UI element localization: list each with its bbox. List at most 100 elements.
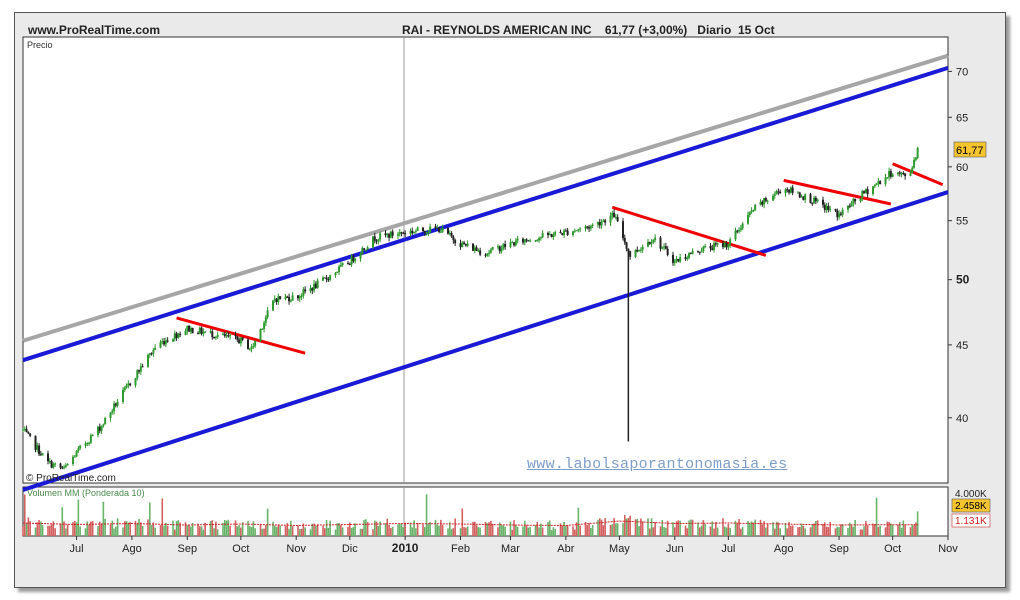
- volume-bar-277: [713, 528, 715, 536]
- candle-body-216: [561, 233, 564, 235]
- line-trend-2: [611, 205, 767, 257]
- volume-bar-120: [322, 525, 324, 536]
- y-tick-label-70: 70: [956, 66, 968, 78]
- volume-bar-155: [409, 522, 412, 536]
- candle-body-156: [411, 230, 414, 234]
- volume-bar-73: [202, 529, 205, 536]
- candle-body-168: [439, 231, 442, 233]
- candle-body-87: [238, 339, 241, 344]
- candle-body-186: [486, 253, 489, 256]
- volume-bar-194: [504, 526, 506, 536]
- candle-body-337: [863, 191, 866, 194]
- candle-body-27: [88, 442, 91, 444]
- candle-body-238: [614, 217, 617, 219]
- volume-bar-224: [579, 525, 581, 536]
- volume-bar-240: [622, 522, 624, 536]
- volume-bar-303: [777, 522, 780, 536]
- volume-bar-317: [813, 523, 815, 536]
- volume-bar-24: [79, 526, 81, 536]
- candle-body-251: [648, 241, 651, 244]
- volume-bar-60: [172, 520, 174, 536]
- volume-bar-312: [800, 523, 803, 536]
- volume-bar-101: [273, 525, 276, 536]
- volume-bar-269: [691, 519, 694, 536]
- volume-bar-189: [491, 524, 494, 536]
- volume-bar-209: [541, 527, 544, 536]
- candle-body-161: [423, 230, 426, 234]
- candle-body-4: [29, 433, 32, 436]
- candle-body-224: [579, 228, 582, 230]
- volume-bar-30: [97, 526, 99, 536]
- volume-bar-last: [916, 511, 919, 536]
- volume-bar-308: [790, 525, 792, 536]
- volume-bar-35: [109, 524, 112, 536]
- volume-bar-127: [338, 523, 340, 536]
- volume-bar-143: [377, 526, 380, 536]
- watermark-link[interactable]: www.labolsaporantonomasia.es: [527, 456, 788, 473]
- candle-body-25: [84, 443, 87, 446]
- volume-bar-204: [529, 527, 531, 536]
- volume-bar-51: [148, 502, 151, 536]
- candle-body-125: [334, 272, 337, 276]
- volume-bar-99: [266, 508, 269, 536]
- volume-bar-7: [38, 520, 40, 536]
- price-y-axis: 40 45 50 55 60 65 70: [948, 66, 970, 425]
- candle-body-20: [72, 456, 74, 465]
- volume-bar-126: [336, 523, 339, 536]
- line-trend-1: [176, 316, 306, 355]
- candle-body-190: [497, 246, 499, 248]
- volume-bar-50: [147, 519, 149, 536]
- candle-body-97: [263, 322, 266, 329]
- volume-bar-334: [854, 519, 856, 536]
- volume-bar-134: [354, 523, 356, 536]
- candle-body-179: [466, 243, 469, 246]
- volume-tick-4000: 4.000K: [955, 489, 987, 500]
- candle-body-45: [134, 378, 137, 386]
- volume-bar-11: [48, 525, 51, 536]
- volume-bar-15: [59, 523, 62, 536]
- volume-bar-202: [525, 524, 528, 536]
- candle-body-85: [234, 335, 237, 337]
- candle-body-123: [327, 279, 330, 281]
- volume-bar-310: [797, 527, 799, 536]
- candle-body-305: [784, 189, 787, 194]
- volume-bar-69: [191, 522, 194, 536]
- volume-bar-344: [879, 525, 881, 536]
- volume-bar-93: [252, 521, 255, 536]
- x-tick-label-1: Ago: [122, 543, 142, 555]
- candle-body-200: [522, 238, 524, 243]
- volume-bar-231: [598, 518, 601, 536]
- candle-body-111: [298, 296, 301, 299]
- candle-body-260: [672, 254, 674, 263]
- volume-bar-53: [152, 522, 155, 536]
- volume-bar-104: [279, 525, 281, 536]
- candle-body-160: [422, 227, 424, 231]
- candle-body-41: [123, 387, 126, 390]
- candle-body-257: [663, 246, 666, 248]
- volume-bar-123: [327, 527, 330, 536]
- candle-body-12: [50, 461, 53, 468]
- candle-body-53: [152, 350, 155, 354]
- volume-bar-147: [388, 524, 390, 536]
- candle-body-51: [148, 353, 151, 355]
- volume-bar-300: [772, 522, 774, 536]
- volume-bar-183: [477, 527, 480, 536]
- y-tick-label-40: 40: [956, 413, 968, 425]
- candle-body-169: [441, 227, 444, 232]
- volume-bar-223: [577, 507, 580, 536]
- candle-body-57: [163, 341, 166, 345]
- volume-bar-286: [736, 523, 739, 536]
- candle-body-139: [366, 247, 369, 250]
- volume-bar-44: [129, 522, 131, 536]
- x-tick-label-13: Ago: [774, 543, 794, 555]
- candle-body-320: [822, 199, 824, 205]
- candle-body-74: [204, 331, 207, 333]
- volume-bar-197: [513, 520, 515, 536]
- volume-bar-230: [597, 519, 599, 536]
- candle-body-324: [829, 209, 832, 211]
- candle-body-100: [272, 300, 274, 311]
- volume-bar-282: [725, 527, 728, 536]
- volume-bar-192: [500, 525, 503, 536]
- x-tick-label-15: Oct: [884, 543, 901, 555]
